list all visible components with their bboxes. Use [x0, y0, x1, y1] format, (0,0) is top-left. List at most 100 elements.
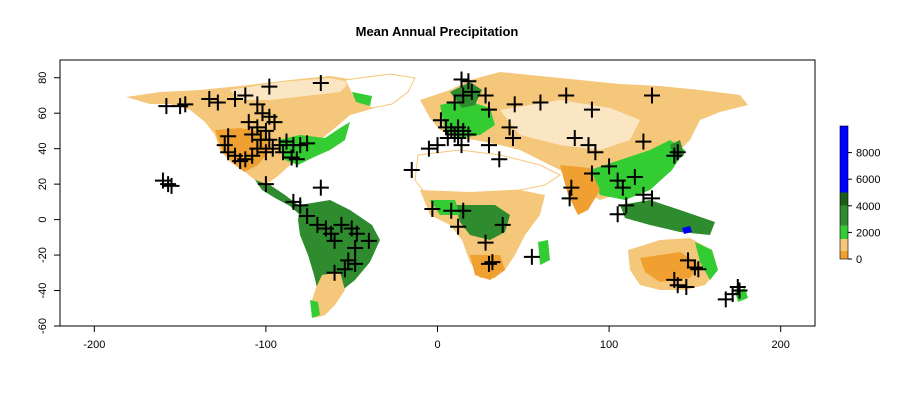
site-marker [244, 126, 261, 143]
site-marker [558, 87, 575, 104]
asia-monsoon [590, 140, 685, 200]
y-tick-label: 40 [37, 143, 49, 155]
site-marker [249, 140, 266, 157]
site-marker [254, 105, 271, 122]
site-marker [264, 140, 281, 157]
madagascar [538, 240, 550, 265]
south-america-wet [298, 200, 380, 305]
site-marker [450, 218, 467, 235]
site-marker [580, 137, 597, 154]
site-marker [463, 83, 480, 100]
site-marker [237, 151, 254, 168]
site-markers [154, 71, 748, 308]
legend-band [840, 126, 848, 193]
site-marker [201, 91, 218, 108]
site-marker [609, 206, 626, 223]
site-marker [163, 177, 180, 194]
legend-band [840, 251, 848, 259]
site-marker [643, 190, 660, 207]
map-title: Mean Annual Precipitation [356, 24, 519, 39]
site-marker [275, 144, 292, 161]
site-marker [326, 264, 343, 281]
legend-band [840, 205, 848, 226]
y-tick-label: -20 [37, 247, 49, 263]
site-marker [257, 122, 274, 139]
site-marker [686, 259, 703, 276]
africa-south [470, 255, 505, 280]
site-marker [563, 179, 580, 196]
site-marker [240, 114, 257, 131]
legend-tick-label: 2000 [856, 227, 880, 239]
site-marker [506, 96, 523, 113]
site-marker [669, 277, 686, 294]
site-marker [669, 144, 686, 161]
site-marker [626, 169, 643, 186]
site-marker [429, 137, 446, 154]
site-marker [561, 190, 578, 207]
site-marker [347, 239, 364, 256]
eurasia-interior [500, 100, 640, 150]
site-marker [690, 261, 707, 278]
site-marker [643, 87, 660, 104]
site-marker [249, 96, 266, 113]
site-marker [333, 216, 350, 233]
site-marker [601, 158, 618, 175]
site-marker [158, 98, 175, 115]
site-marker [257, 176, 274, 193]
land-raster [126, 72, 748, 318]
site-marker [292, 197, 309, 214]
site-marker [583, 165, 600, 182]
site-marker [288, 151, 305, 168]
y-tick-label: -40 [37, 283, 49, 299]
central-america [255, 180, 306, 215]
x-tick-label: 100 [600, 339, 618, 351]
site-marker [505, 130, 521, 147]
site-marker [680, 252, 697, 269]
site-marker [532, 94, 549, 111]
site-marker [266, 114, 283, 131]
site-marker [312, 75, 329, 92]
site-marker [160, 176, 177, 193]
legend-band [840, 192, 848, 206]
site-marker [635, 186, 652, 203]
site-marker [292, 137, 309, 154]
site-marker [614, 179, 631, 196]
site-marker [480, 101, 497, 118]
site-marker [523, 248, 540, 265]
greenland-coast [352, 92, 372, 106]
y-tick-label: 0 [37, 217, 49, 223]
x-axis: -200 -100 0 100 200 [83, 326, 790, 351]
site-marker [678, 278, 695, 295]
site-marker [177, 96, 194, 113]
site-marker [450, 130, 467, 147]
site-marker [237, 87, 254, 104]
site-marker [477, 87, 494, 104]
y-tick-label: 60 [37, 107, 49, 119]
legend-tick-label: 0 [856, 254, 862, 266]
site-marker [455, 87, 472, 104]
south-america-tip [310, 300, 320, 318]
site-marker [618, 197, 635, 214]
site-marker [278, 133, 295, 150]
site-marker [220, 144, 237, 161]
africa-rainforest [455, 205, 510, 240]
site-marker [446, 94, 463, 111]
site-marker [453, 71, 470, 88]
australia-east-wet [695, 242, 718, 280]
legend-tick-label: 8000 [856, 148, 880, 160]
y-tick-label: -60 [37, 318, 49, 334]
site-marker [323, 225, 340, 242]
site-marker [455, 202, 472, 219]
x-tick-label: 0 [434, 339, 440, 351]
southeast-asia-islands [620, 200, 715, 235]
south-asia [560, 165, 600, 215]
x-tick-label: 200 [772, 339, 790, 351]
site-marker [220, 128, 237, 145]
site-marker [480, 255, 497, 272]
site-marker [261, 78, 278, 95]
site-marker [583, 101, 600, 118]
legend-band [840, 239, 848, 252]
site-marker [566, 130, 583, 147]
x-tick-label: -200 [83, 339, 105, 351]
